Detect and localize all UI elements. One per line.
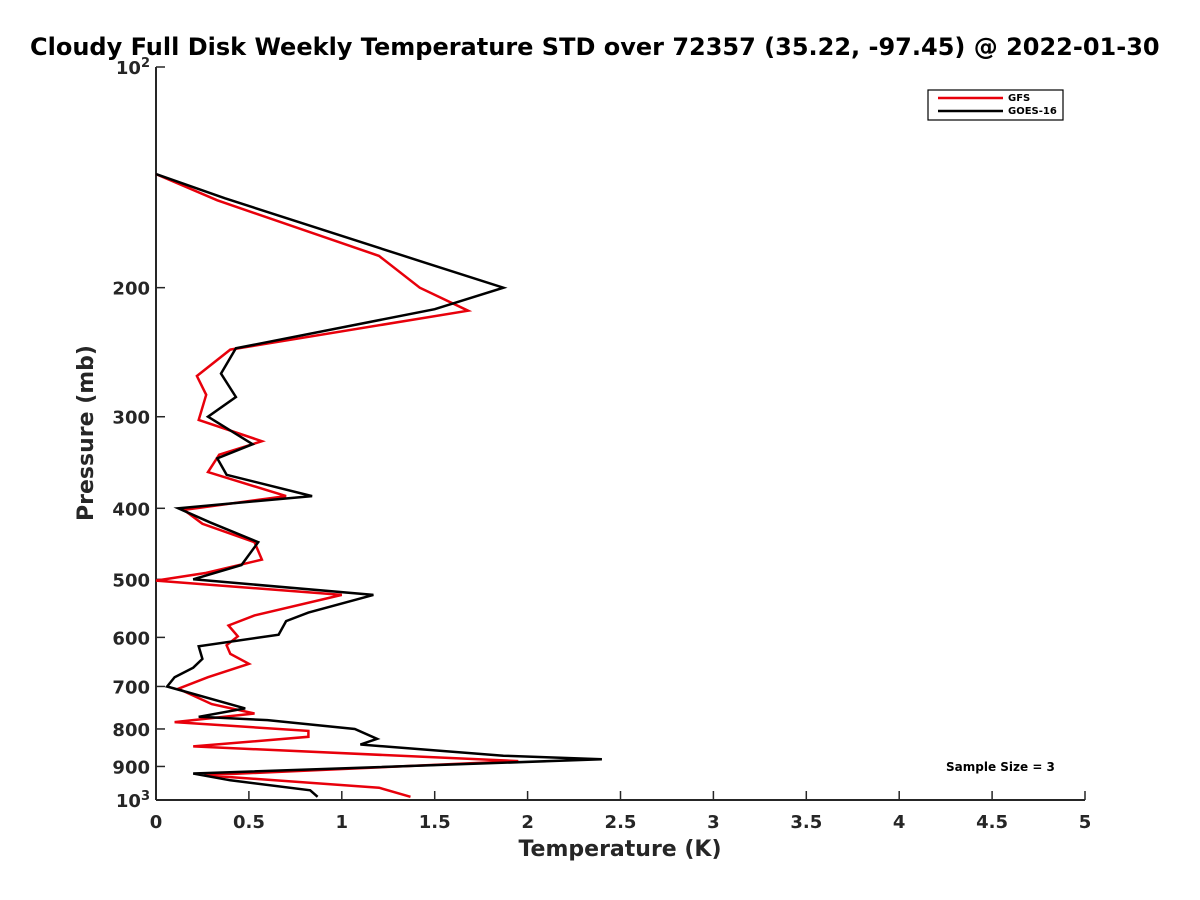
x-tick-label: 2.5	[605, 812, 637, 833]
x-tick-label: 3.5	[790, 812, 822, 833]
y-tick-label: 900	[112, 757, 150, 778]
legend: GFS GOES-16	[927, 89, 1064, 121]
legend-label-goes16: GOES-16	[1008, 106, 1057, 117]
y-tick-label: 600	[112, 628, 150, 649]
y-tick-label: 102	[116, 56, 150, 79]
x-tick-label: 1.5	[419, 812, 451, 833]
x-axis-ticks: 0 0.5 1 1.5 2 2.5 3 3.5 4 4.5 5	[150, 791, 1092, 833]
sample-size-annotation: Sample Size = 3	[946, 760, 1055, 774]
legend-box	[927, 89, 1064, 121]
y-axis-label: Pressure (mb)	[74, 345, 99, 521]
y-tick-label: 300	[112, 408, 150, 429]
y-tick-label: 700	[112, 677, 150, 698]
x-tick-label: 0.5	[233, 812, 265, 833]
x-tick-label: 0	[150, 812, 163, 833]
x-tick-label: 2	[521, 812, 534, 833]
y-tick-label: 200	[112, 279, 150, 300]
y-tick-label: 400	[112, 499, 150, 520]
y-tick-label: 800	[112, 720, 150, 741]
y-axis-ticks: 102 200 300 400 500 600 700 800 900 103	[112, 56, 165, 812]
series-layer	[155, 172, 602, 799]
series-line-goes16	[155, 172, 602, 798]
axes	[155, 67, 1085, 801]
y-tick-label: 500	[112, 570, 150, 591]
y-tick-label: 103	[116, 789, 150, 812]
x-tick-label: 4.5	[976, 812, 1008, 833]
x-tick-label: 3	[707, 812, 720, 833]
x-tick-label: 5	[1079, 812, 1092, 833]
x-tick-label: 1	[336, 812, 349, 833]
legend-label-gfs: GFS	[1008, 93, 1030, 104]
series-line-gfs	[155, 172, 519, 799]
chart-title: Cloudy Full Disk Weekly Temperature STD …	[30, 33, 1160, 61]
x-axis-label: Temperature (K)	[518, 837, 721, 862]
x-tick-label: 4	[893, 812, 906, 833]
